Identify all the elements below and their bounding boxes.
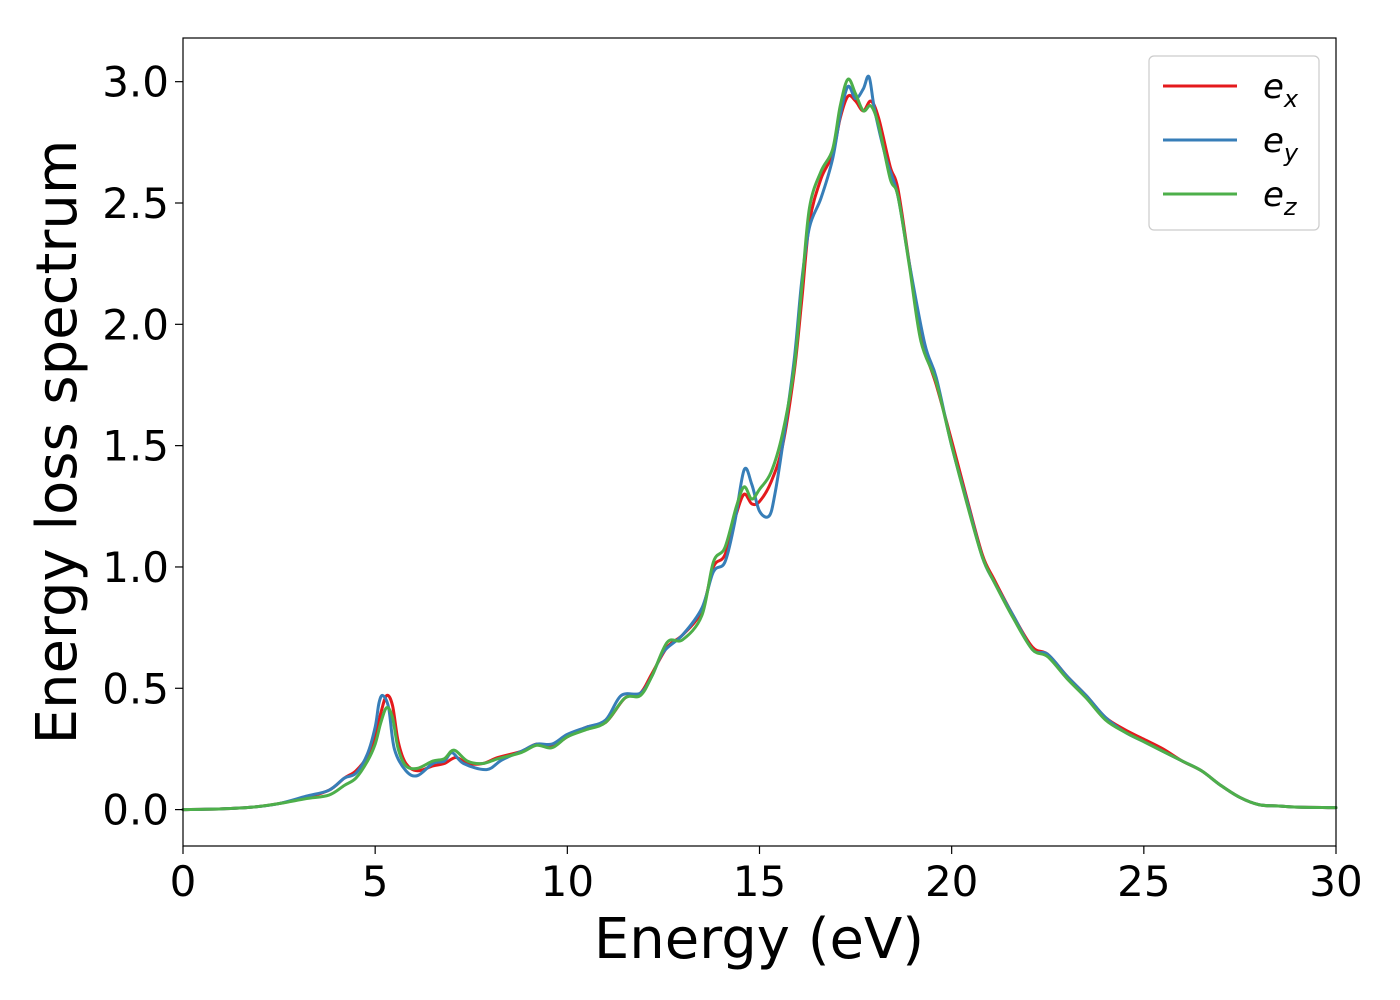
y-tick-label: 2.5 [102,179,169,228]
x-axis-label: Energy (eV) [594,907,924,972]
series-layer [181,74,1338,812]
x-tick-label: 30 [1309,857,1362,906]
x-tick-label: 25 [1117,857,1170,906]
legend-box [1148,55,1320,231]
legend-label-z: ez [1263,175,1298,221]
x-axis-ticks: 0 5 10 15 20 25 30 [170,846,1363,906]
y-axis-ticks: 0.0 0.5 1.0 1.5 2.0 2.5 3.0 [102,58,183,835]
x-tick-label: 0 [170,857,197,906]
y-tick-label: 0.0 [102,786,169,835]
series-line-z [181,77,1338,812]
legend-label-y: ey [1263,121,1299,167]
series-line-y [181,74,1338,812]
y-tick-label: 0.5 [102,664,169,713]
x-tick-label: 10 [541,857,594,906]
x-tick-label: 5 [362,857,389,906]
legend: ex ey ez [1148,55,1320,231]
y-tick-label: 1.0 [102,543,169,592]
x-tick-label: 20 [925,857,978,906]
y-tick-label: 2.0 [102,300,169,349]
y-tick-label: 1.5 [102,422,169,471]
plot-area [183,38,1336,846]
y-axis-label: Energy loss spectrum [25,140,90,745]
legend-label-x: ex [1263,67,1299,113]
y-tick-label: 3.0 [102,58,169,107]
x-tick-label: 15 [733,857,786,906]
